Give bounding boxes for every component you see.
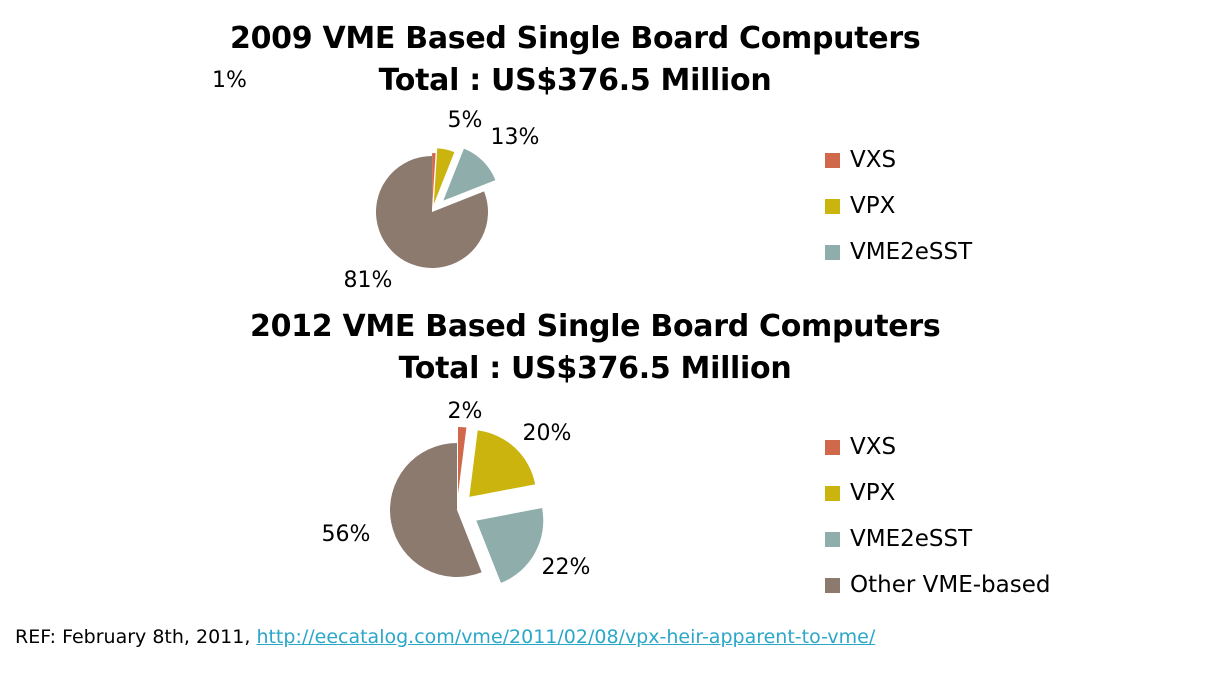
- legend-2009-item-vme2esst: VME2eSST: [825, 229, 972, 275]
- pie-2012-slice-vxs: [458, 427, 467, 495]
- pie-2012-slice-other-vme-based: [389, 443, 482, 577]
- legend-2009-label-vme2esst: VME2eSST: [850, 239, 973, 265]
- legend-2009-swatch-vpx: [825, 198, 840, 214]
- chart-2009-vxs-label: 1%: [212, 68, 247, 93]
- legend-2012-item-vme2esst: VME2eSST: [825, 516, 1050, 562]
- legend-2012-label-other-vme-based: Other VME-based: [850, 572, 1051, 598]
- legend-2012-item-vxs: VXS: [825, 424, 1050, 470]
- legend-2012-swatch-vme2esst: [825, 531, 840, 547]
- reference-prefix: REF: February 8th, 2011,: [15, 626, 257, 648]
- pie-2012-slice-vpx: [469, 430, 536, 497]
- legend-2012-swatch-vxs: [825, 439, 840, 455]
- chart-2009-subtitle: Total : US$376.5 Million: [378, 63, 772, 98]
- legend-2012-item-vpx: VPX: [825, 470, 1050, 516]
- pie-2009-slice-vpx: [433, 148, 455, 205]
- reference-note: REF: February 8th, 2011, http://eecatalo…: [15, 626, 875, 648]
- legend-2009-item-vpx: VPX: [825, 183, 972, 229]
- legend-2012-swatch-other-vme-based: [825, 577, 840, 593]
- legend-2009-item-vxs: VXS: [825, 137, 972, 183]
- legend-2009-swatch-vxs: [825, 152, 840, 168]
- pie-2012-label-other-vme-based: 56%: [322, 522, 371, 547]
- pie-2012-label-vxs: 2%: [448, 399, 483, 424]
- pie-2009-slice-vme2esst: [443, 148, 496, 201]
- legend-2012-label-vpx: VPX: [850, 480, 896, 506]
- pie-2009-label-vpx: 5%: [448, 108, 483, 133]
- chart-2009-title-line: 2009 VME Based Single Board Computers: [230, 21, 921, 56]
- pie-2009-slice-other-vme-based: [376, 156, 488, 268]
- legend-2009-label-vpx: VPX: [850, 193, 896, 219]
- legend-2009-label-vxs: VXS: [850, 147, 897, 173]
- legend-2009: VXS VPX VME2eSST: [825, 137, 972, 275]
- legend-2009-swatch-vme2esst: [825, 244, 840, 260]
- chart-2009-title: 2009 VME Based Single Board Computers To…: [230, 18, 921, 102]
- chart-2012-title: 2012 VME Based Single Board Computers To…: [250, 306, 941, 390]
- legend-2012-label-vxs: VXS: [850, 434, 897, 460]
- legend-2012-item-other-vme-based: Other VME-based: [825, 562, 1050, 608]
- legend-2012-label-vme2esst: VME2eSST: [850, 526, 973, 552]
- pie-2012-label-vpx: 20%: [523, 421, 572, 446]
- pie-2009-slice-vxs: [432, 153, 436, 210]
- legend-2012-swatch-vpx: [825, 485, 840, 501]
- chart-2012-subtitle: Total : US$376.5 Million: [398, 351, 792, 386]
- chart-2012-title-line: 2012 VME Based Single Board Computers: [250, 309, 941, 344]
- pie-2012-label-vme2esst: 22%: [542, 555, 591, 580]
- pie-2012-slice-vme2esst: [476, 508, 544, 583]
- reference-link[interactable]: http://eecatalog.com/vme/2011/02/08/vpx-…: [256, 626, 876, 648]
- pie-2009-label-vme2esst: 13%: [491, 125, 540, 150]
- pie-2009-label-other-vme-based: 81%: [344, 268, 393, 293]
- legend-2012: VXS VPX VME2eSST Other VME-based: [825, 424, 1050, 608]
